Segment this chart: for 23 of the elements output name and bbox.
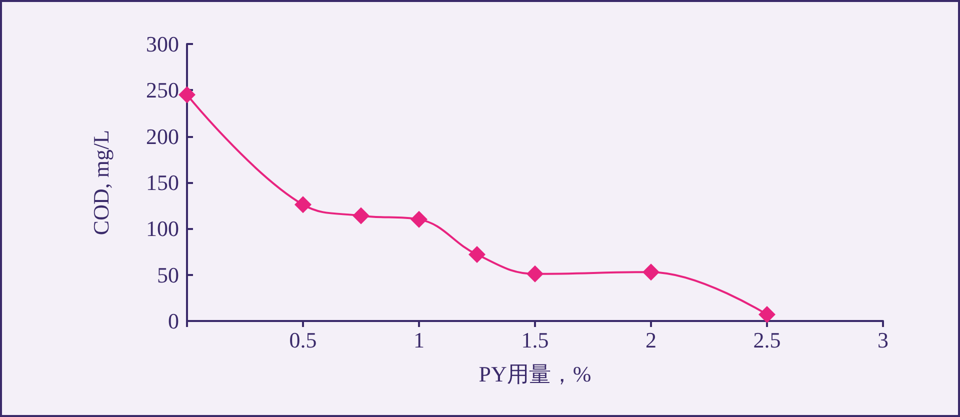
point xyxy=(642,264,660,281)
y-tick-label: 100 xyxy=(146,216,179,242)
x-tick-label: 2.5 xyxy=(753,328,781,352)
y-tick-label: 0 xyxy=(168,308,179,334)
x-tick-label: 1 xyxy=(414,328,424,352)
x-tick-label: 3 xyxy=(878,328,888,352)
x-tick-label: 2 xyxy=(646,328,656,352)
point xyxy=(294,196,312,214)
y-tick-label: 250 xyxy=(146,78,179,103)
y-tick-label: 200 xyxy=(146,124,179,149)
x-tick-label: 0.5 xyxy=(289,328,317,352)
point xyxy=(758,306,776,324)
point xyxy=(410,210,428,228)
y-tick-label: 150 xyxy=(146,170,179,195)
x-tick-label: 1.5 xyxy=(521,328,549,352)
y-tick-label: 50 xyxy=(157,262,179,288)
point xyxy=(468,246,486,264)
point xyxy=(352,207,370,224)
point xyxy=(526,265,544,282)
x-axis-title: PY用量，% xyxy=(478,362,592,386)
y-tick-label: 300 xyxy=(146,32,179,56)
y-axis-title: COD, mg/L xyxy=(88,130,114,236)
point xyxy=(178,86,196,104)
